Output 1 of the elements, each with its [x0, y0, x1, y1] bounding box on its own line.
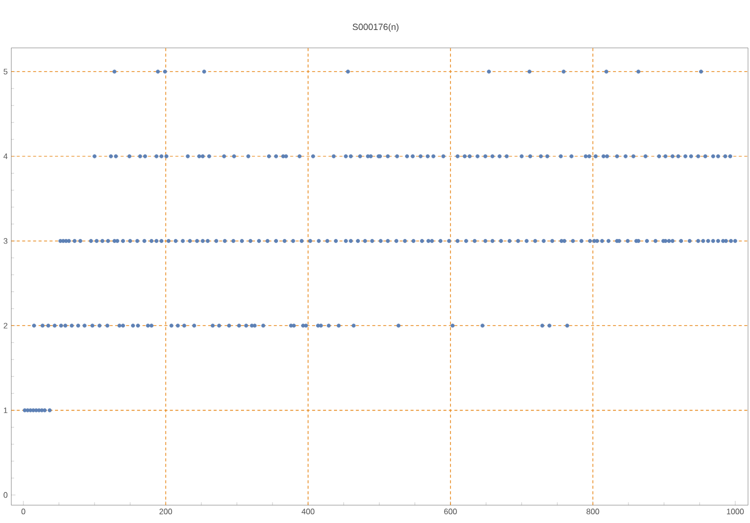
chart-title: S000176(n)	[352, 23, 398, 32]
